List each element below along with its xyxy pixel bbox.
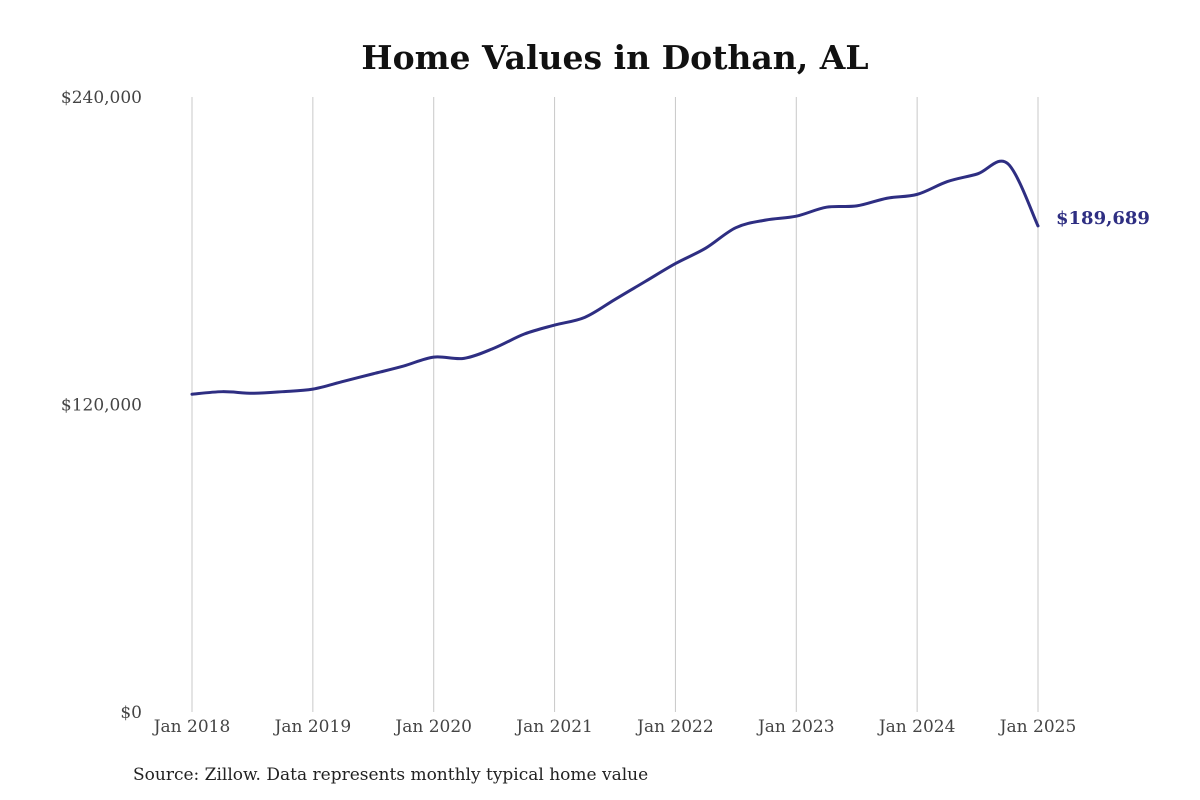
source-note: Source: Zillow. Data represents monthly … bbox=[133, 765, 649, 785]
x-tick-label: Jan 2020 bbox=[393, 717, 472, 737]
y-tick-label: $0 bbox=[120, 703, 142, 723]
x-tick-label: Jan 2025 bbox=[998, 717, 1077, 737]
series-line bbox=[190, 159, 1040, 396]
x-tick-label: Jan 2024 bbox=[877, 717, 956, 737]
x-axis-tick-labels: Jan 2018 Jan 2019 Jan 2020 Jan 2021 Jan 2022… bbox=[152, 717, 1077, 737]
x-tick-label: Jan 2021 bbox=[514, 717, 593, 737]
x-tick-label: Jan 2019 bbox=[273, 717, 352, 737]
y-tick-label: $120,000 bbox=[61, 396, 142, 416]
x-tick-label: Jan 2018 bbox=[152, 717, 231, 737]
y-tick-label: $240,000 bbox=[61, 88, 142, 108]
x-tick-label: Jan 2023 bbox=[756, 717, 835, 737]
end-value-label: $189,689 bbox=[1056, 208, 1150, 229]
gridlines bbox=[191, 97, 1039, 712]
y-axis-tick-labels: $0 $120,000 $240,000 bbox=[61, 88, 142, 723]
x-tick-label: Jan 2022 bbox=[635, 717, 714, 737]
chart-title: Home Values in Dothan, AL bbox=[361, 38, 869, 77]
